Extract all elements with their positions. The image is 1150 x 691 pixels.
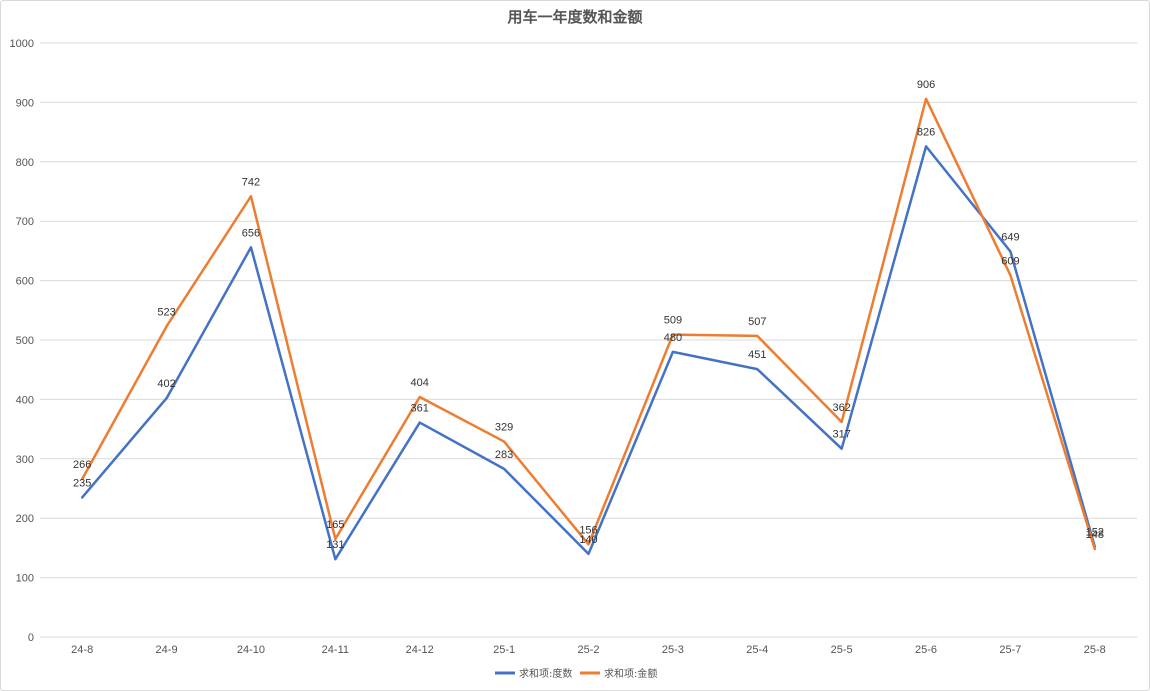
- y-tick-label: 700: [16, 216, 34, 228]
- series-line-0: [80, 145, 1097, 561]
- x-tick-label: 25-6: [915, 644, 937, 656]
- y-tick-label: 400: [16, 394, 34, 406]
- y-tick-label: 900: [16, 97, 34, 109]
- y-axis-ticks: 0 100 200 300 400 500 600 700 800 900 1000: [10, 38, 34, 644]
- data-label: 826: [917, 126, 935, 138]
- gridlines: [40, 42, 1137, 638]
- data-label: 480: [664, 332, 682, 344]
- data-label: 283: [495, 449, 513, 461]
- x-tick-label: 25-1: [493, 644, 515, 656]
- y-tick-label: 300: [16, 454, 34, 466]
- data-label: 362: [832, 402, 850, 414]
- series-lines: [80, 97, 1097, 561]
- data-label: 507: [748, 316, 766, 328]
- x-tick-label: 25-4: [746, 644, 768, 656]
- data-label: 404: [411, 377, 429, 389]
- x-tick-label: 25-3: [662, 644, 684, 656]
- x-tick-label: 24-11: [322, 644, 349, 656]
- y-tick-label: 0: [28, 632, 34, 644]
- data-label: 451: [748, 349, 766, 361]
- y-tick-label: 600: [16, 276, 34, 288]
- y-tick-label: 500: [16, 335, 34, 347]
- y-tick-label: 1000: [10, 38, 34, 50]
- x-axis-ticks: 24-8 24-9 24-10 24-11 24-12 25-1 25-2 25-3 25-4 2…: [71, 644, 1106, 656]
- data-label: 609: [1001, 255, 1019, 267]
- data-labels: 235 402 656 131 361 283 140 480 451 317 826 649 152 2…: [73, 79, 1104, 551]
- data-label: 156: [579, 524, 597, 536]
- data-label: 402: [157, 378, 175, 390]
- data-label: 131: [326, 539, 344, 551]
- data-label: 361: [411, 403, 429, 415]
- x-tick-label: 24-8: [71, 644, 93, 656]
- y-tick-label: 100: [16, 573, 34, 585]
- x-tick-label: 25-2: [577, 644, 599, 656]
- data-label: 523: [157, 306, 175, 318]
- x-tick-label: 25-7: [999, 644, 1021, 656]
- data-label: 317: [832, 429, 850, 441]
- data-label: 140: [579, 534, 597, 546]
- data-label: 266: [73, 459, 91, 471]
- data-label: 656: [242, 227, 260, 239]
- chart-title: 用车一年度数和金额: [507, 8, 642, 26]
- x-tick-label: 24-10: [237, 644, 265, 656]
- x-tick-label: 25-8: [1084, 644, 1106, 656]
- data-label: 649: [1001, 231, 1019, 243]
- series-line-1: [80, 97, 1097, 551]
- data-label: 906: [917, 79, 935, 91]
- y-tick-label: 200: [16, 513, 34, 525]
- y-tick-label: 800: [16, 157, 34, 169]
- x-tick-label: 24-12: [406, 644, 434, 656]
- data-label: 235: [73, 477, 91, 489]
- data-label: 165: [326, 519, 344, 531]
- legend-entry-1: 求和项:金额: [604, 667, 657, 680]
- data-label: 152: [1086, 527, 1104, 539]
- data-label: 509: [664, 315, 682, 327]
- legend-entry-0: 求和项:度数: [519, 667, 572, 680]
- legend: 求和项:度数 求和项:金额: [495, 667, 657, 680]
- data-label: 148: [1086, 529, 1104, 541]
- x-tick-label: 24-9: [156, 644, 178, 656]
- x-tick-label: 25-5: [831, 644, 853, 656]
- data-label: 742: [242, 176, 260, 188]
- data-label: 329: [495, 422, 513, 434]
